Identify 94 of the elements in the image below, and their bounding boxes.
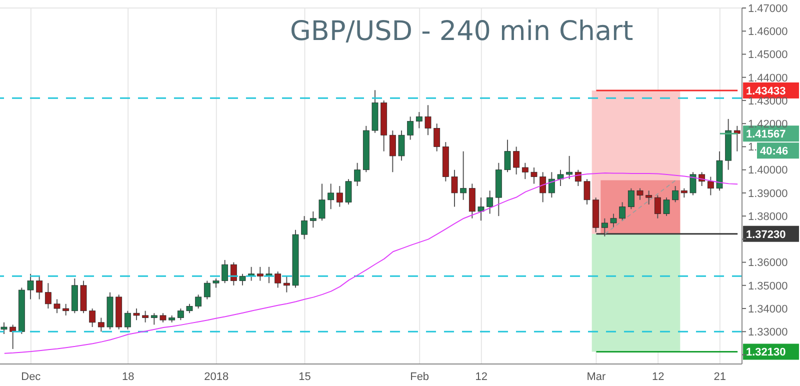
candlestick <box>186 303 193 314</box>
x-tick-label: 12 <box>475 370 488 383</box>
line-series <box>4 172 738 354</box>
candlestick <box>628 188 634 210</box>
candlestick <box>610 213 617 228</box>
candlestick <box>177 308 184 321</box>
candlestick <box>690 172 696 196</box>
x-tick-label: 15 <box>298 370 311 383</box>
candlestick <box>636 188 644 200</box>
candlestick <box>239 273 246 286</box>
y-tick-label: 1.38000 <box>748 210 788 223</box>
candlestick <box>256 266 264 282</box>
y-tick-label: 1.34000 <box>748 303 788 316</box>
x-tick-label: 12 <box>652 370 664 383</box>
candlestick <box>584 178 590 205</box>
candlestick <box>27 273 34 300</box>
y-tick-label: 1.35000 <box>748 280 788 292</box>
candlestick <box>486 190 494 214</box>
candlestick <box>407 116 414 140</box>
candlestick <box>10 324 16 350</box>
candlestick <box>328 183 334 210</box>
x-tick-label: Mar <box>586 370 606 383</box>
candlestick <box>98 317 104 332</box>
candlestick <box>451 169 458 208</box>
y-tick-label: 1. <box>748 142 758 154</box>
y-tick-label: 1.36000 <box>748 257 788 270</box>
x-tick-label: Feb <box>410 370 430 383</box>
candlestick <box>89 308 96 328</box>
y-tick-label: 1.43000 <box>748 95 788 108</box>
ref-line-label: 1.41567 <box>746 128 786 141</box>
candlestick <box>212 278 220 288</box>
x-tick-label: Dec <box>21 370 42 383</box>
candlestick <box>680 188 688 198</box>
candlestick <box>566 155 573 180</box>
candlestick <box>398 130 405 162</box>
candlestick <box>646 190 652 205</box>
x-tick-label: 2018 <box>204 370 229 383</box>
candlestick <box>0 322 8 334</box>
text: 40:46 <box>760 146 788 158</box>
candlestick <box>54 298 60 314</box>
candlestick <box>230 262 237 286</box>
candlestick <box>424 104 432 136</box>
chart-title: GBP/USD - 240 min Chart <box>290 16 634 47</box>
y-tick-label: 1.47000 <box>748 2 788 15</box>
ref-line-label: 1.32130 <box>746 346 786 359</box>
candlestick <box>530 167 538 184</box>
y-tick-label: 1.40000 <box>748 164 788 177</box>
candlestick <box>62 303 70 316</box>
candlestick <box>160 312 166 323</box>
candlestick <box>142 310 149 323</box>
candlestick <box>274 271 282 288</box>
candlestick <box>310 210 316 228</box>
candlestick <box>540 172 546 203</box>
candlestick <box>672 186 679 203</box>
candlestick <box>416 112 422 129</box>
candlestick <box>654 194 661 219</box>
candlestick <box>318 183 326 222</box>
candlestick <box>44 282 52 310</box>
candlestick <box>195 294 202 310</box>
candlestick <box>354 162 361 186</box>
ref-line-label: 1.37230 <box>746 228 786 241</box>
candlestick <box>222 259 228 284</box>
candlestick <box>601 218 608 237</box>
candlestick <box>345 178 352 205</box>
candlestick <box>283 276 290 293</box>
candlestick <box>36 276 43 300</box>
x-tick-label: 21 <box>714 370 726 383</box>
candlestick <box>522 162 528 180</box>
candlestick <box>707 176 714 196</box>
y-tick-label: 1.46000 <box>748 26 788 38</box>
candlestick <box>734 125 740 152</box>
candlestick <box>460 150 467 200</box>
y-tick-label: 1.33000 <box>748 326 788 339</box>
candlestick <box>504 139 511 173</box>
candlestick <box>478 197 484 222</box>
x-tick-label: 18 <box>122 370 134 383</box>
candlestick <box>150 312 158 326</box>
candlestick <box>548 172 555 198</box>
y-tick-label: 1.45000 <box>748 49 788 62</box>
candlestick <box>663 197 670 217</box>
ref-line-label: 1.43433 <box>746 85 786 98</box>
candlestick <box>434 123 440 152</box>
y-tick-label: 1.44000 <box>748 72 788 84</box>
candlestick <box>557 169 564 186</box>
candlestick <box>389 130 396 173</box>
candlestick <box>513 146 520 175</box>
candlestick <box>301 216 308 240</box>
candlestick <box>468 183 476 219</box>
candlestick <box>124 310 131 330</box>
candlestick <box>336 186 343 208</box>
candlestick <box>133 308 140 321</box>
candlestick <box>619 202 626 222</box>
candlestick <box>204 280 210 300</box>
y-tick-label: 1.39000 <box>748 188 788 200</box>
